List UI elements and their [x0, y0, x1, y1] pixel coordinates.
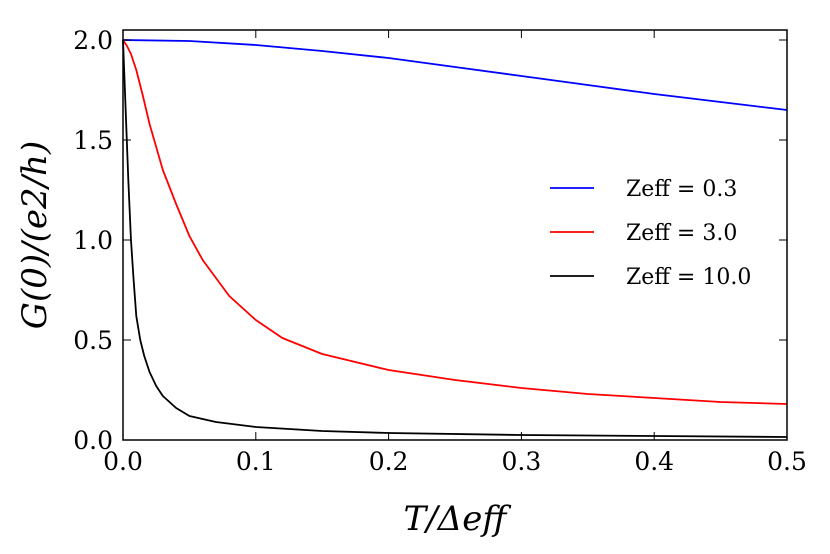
x-tick-label: 0.4	[634, 447, 674, 476]
legend-label-3: Zeff = 10.0	[626, 265, 751, 290]
y-tick-label: 1.5	[73, 126, 113, 155]
legend-label-1: Zeff = 0.3	[626, 177, 737, 202]
legend-label-2: Zeff = 3.0	[626, 221, 737, 246]
y-tick-label: 2.0	[73, 26, 113, 55]
x-axis-label: T/Δeff	[404, 499, 512, 539]
ticks-layer: 0.0 0.1 0.2 0.3 0.4 0.5 0.0 0.5 1.0 1.5 2.0	[73, 26, 807, 476]
x-tick-label: 0.3	[502, 447, 542, 476]
series-line-3	[122, 39, 788, 438]
x-tick-label: 0.5	[767, 447, 807, 476]
y-tick-label: 0.0	[73, 426, 113, 455]
legend: Zeff = 0.3 Zeff = 3.0 Zeff = 10.0	[550, 177, 751, 290]
y-tick-label: 1.0	[73, 226, 113, 255]
x-tick-label: 0.1	[236, 447, 276, 476]
plot-frame	[122, 29, 788, 441]
y-axis-label: G(0)/(e2/h)	[15, 141, 55, 329]
series-layer	[122, 39, 788, 438]
y-tick-label: 0.5	[73, 326, 113, 355]
series-line-1	[122, 39, 788, 111]
x-tick-label: 0.2	[369, 447, 409, 476]
series-line-2	[122, 39, 788, 405]
x-tick-label: 0.0	[103, 447, 143, 476]
